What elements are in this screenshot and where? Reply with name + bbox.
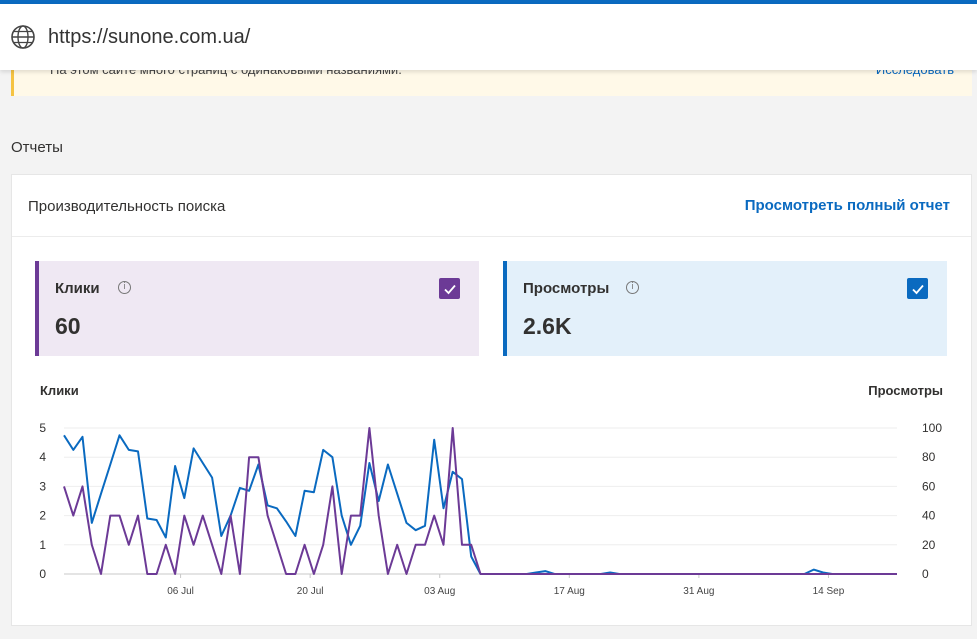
left-axis-title: Клики [40, 383, 79, 398]
left-y-tick-label: 1 [39, 538, 46, 552]
checkmark-icon [911, 284, 924, 294]
right-y-tick-label: 40 [922, 509, 936, 523]
right-axis-title: Просмотры [868, 383, 943, 398]
performance-chart: Клики Просмотры 0 1 2 3 4 5 0 20 40 60 80 100 06 Jul… [12, 375, 973, 625]
clicks-value: 60 [55, 313, 81, 339]
views-value: 2.6K [523, 313, 572, 339]
clicks-metric-tile[interactable]: Клики i 60 [35, 261, 479, 356]
left-y-tick-label: 5 [39, 421, 46, 435]
globe-icon [11, 25, 35, 49]
right-y-tick-label: 80 [922, 450, 936, 464]
views-checkbox[interactable] [907, 278, 928, 299]
x-tick-label: 17 Aug [554, 586, 585, 597]
left-y-tick-label: 2 [39, 509, 46, 523]
url-text[interactable]: https://sunone.com.ua/ [48, 25, 251, 48]
left-y-tick-label: 3 [39, 479, 46, 493]
right-y-tick-label: 60 [922, 479, 936, 493]
chart-svg: 0 1 2 3 4 5 0 20 40 60 80 100 06 Jul 20 Jul 03 Aug 17 A… [39, 421, 942, 597]
clicks-label: Клики [55, 280, 100, 297]
x-tick-label: 06 Jul [167, 586, 194, 597]
right-y-tick-label: 0 [922, 567, 929, 581]
reports-heading: Отчеты [11, 139, 63, 156]
checkmark-icon [443, 284, 456, 294]
search-performance-card: Производительность поиска Просмотреть по… [11, 174, 972, 626]
x-tick-label: 03 Aug [424, 586, 455, 597]
views-series-line [63, 434, 897, 575]
x-tick-label: 31 Aug [683, 586, 714, 597]
clicks-series-line [63, 427, 897, 575]
info-icon[interactable]: i [626, 281, 639, 294]
address-bar[interactable]: https://sunone.com.ua/ [0, 4, 977, 70]
card-title: Производительность поиска [28, 198, 226, 215]
left-y-tick-label: 4 [39, 450, 46, 464]
clicks-checkbox[interactable] [439, 278, 460, 299]
top-accent-bar [0, 0, 977, 4]
x-tick-label: 20 Jul [297, 586, 324, 597]
info-icon[interactable]: i [118, 281, 131, 294]
left-y-tick-label: 0 [39, 567, 46, 581]
views-label: Просмотры [523, 280, 610, 297]
view-full-report-link[interactable]: Просмотреть полный отчет [744, 197, 950, 214]
x-tick-label: 14 Sep [813, 586, 845, 597]
card-header: Производительность поиска Просмотреть по… [12, 175, 971, 237]
right-y-tick-label: 20 [922, 538, 936, 552]
right-y-tick-label: 100 [922, 421, 942, 435]
views-metric-tile[interactable]: Просмотры i 2.6K [503, 261, 947, 356]
